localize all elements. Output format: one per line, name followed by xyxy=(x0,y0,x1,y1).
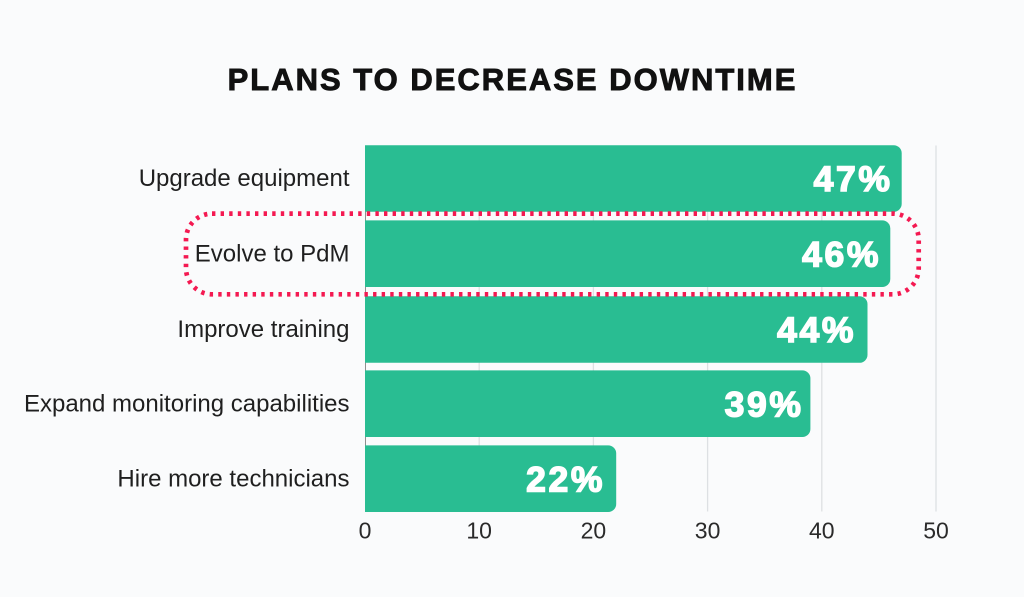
svg-text:22%: 22% xyxy=(526,459,605,499)
svg-text:40: 40 xyxy=(809,518,835,544)
svg-text:46%: 46% xyxy=(802,234,881,274)
svg-text:47%: 47% xyxy=(814,159,893,199)
svg-text:Hire more technicians: Hire more technicians xyxy=(117,466,349,493)
svg-text:Upgrade equipment: Upgrade equipment xyxy=(139,165,350,192)
svg-text:Improve training: Improve training xyxy=(177,316,349,343)
svg-text:0: 0 xyxy=(359,518,372,544)
svg-text:50: 50 xyxy=(923,518,949,544)
svg-text:39%: 39% xyxy=(725,384,804,424)
svg-text:30: 30 xyxy=(695,518,721,544)
svg-text:20: 20 xyxy=(581,518,607,544)
svg-text:44%: 44% xyxy=(777,310,856,350)
svg-text:PLANS TO DECREASE DOWNTIME: PLANS TO DECREASE DOWNTIME xyxy=(228,62,798,97)
svg-text:Expand monitoring capabilities: Expand monitoring capabilities xyxy=(24,391,350,418)
svg-text:10: 10 xyxy=(466,518,492,544)
svg-text:Evolve to PdM: Evolve to PdM xyxy=(195,241,350,268)
